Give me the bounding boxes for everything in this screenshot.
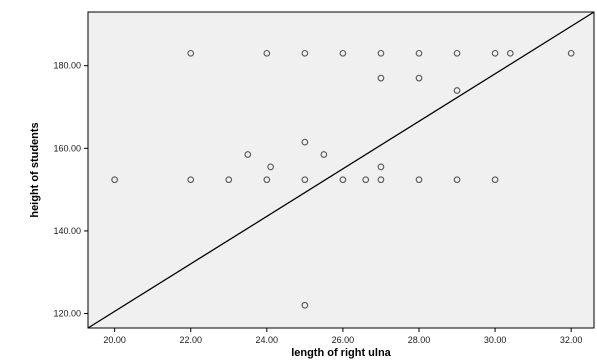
data-point <box>301 49 309 57</box>
data-point <box>567 49 575 57</box>
y-tick-label: 120.00 <box>53 309 81 319</box>
y-tick-label: 180.00 <box>53 61 81 71</box>
data-point <box>453 87 461 94</box>
y-axis-title: height of students <box>29 122 41 217</box>
x-axis: 20.00 22.00 24.00 26.00 28.00 30.00 32.00 <box>103 328 582 345</box>
x-tick-label: 32.00 <box>560 335 583 345</box>
data-point <box>187 49 195 57</box>
x-tick-label: 30.00 <box>484 335 507 345</box>
x-tick-label: 22.00 <box>179 335 202 345</box>
fit-line-layer <box>87 11 595 329</box>
x-axis-title: length of right ulna <box>291 347 391 359</box>
data-point <box>225 176 233 184</box>
data-point <box>453 176 461 184</box>
data-point <box>453 49 461 57</box>
data-point <box>491 176 499 184</box>
data-point <box>377 163 385 171</box>
data-point <box>267 163 274 171</box>
x-tick-label: 28.00 <box>408 335 431 345</box>
data-point <box>491 49 499 57</box>
data-point <box>506 49 514 57</box>
data-point <box>339 49 347 57</box>
data-point <box>301 301 309 309</box>
data-point <box>415 74 423 82</box>
y-axis: 120.00 140.00 160.00 180.00 <box>53 61 88 319</box>
data-point <box>320 151 328 158</box>
fit-line <box>87 11 595 329</box>
x-tick-label: 26.00 <box>332 335 355 345</box>
data-point <box>244 151 252 158</box>
data-point <box>377 74 385 82</box>
data-points <box>111 49 575 309</box>
data-point <box>415 49 423 57</box>
data-point <box>362 176 370 184</box>
data-point <box>263 49 271 57</box>
x-tick-label: 20.00 <box>103 335 126 345</box>
data-point <box>339 176 347 184</box>
x-tick-label: 24.00 <box>256 335 279 345</box>
data-point <box>377 176 385 184</box>
data-point <box>111 176 118 184</box>
data-point <box>263 176 271 184</box>
data-point <box>187 176 195 184</box>
data-point <box>301 176 309 184</box>
data-point <box>377 49 385 57</box>
data-point <box>301 138 309 146</box>
y-tick-label: 140.00 <box>53 226 81 236</box>
data-point <box>415 176 423 184</box>
y-tick-label: 160.00 <box>53 143 81 153</box>
